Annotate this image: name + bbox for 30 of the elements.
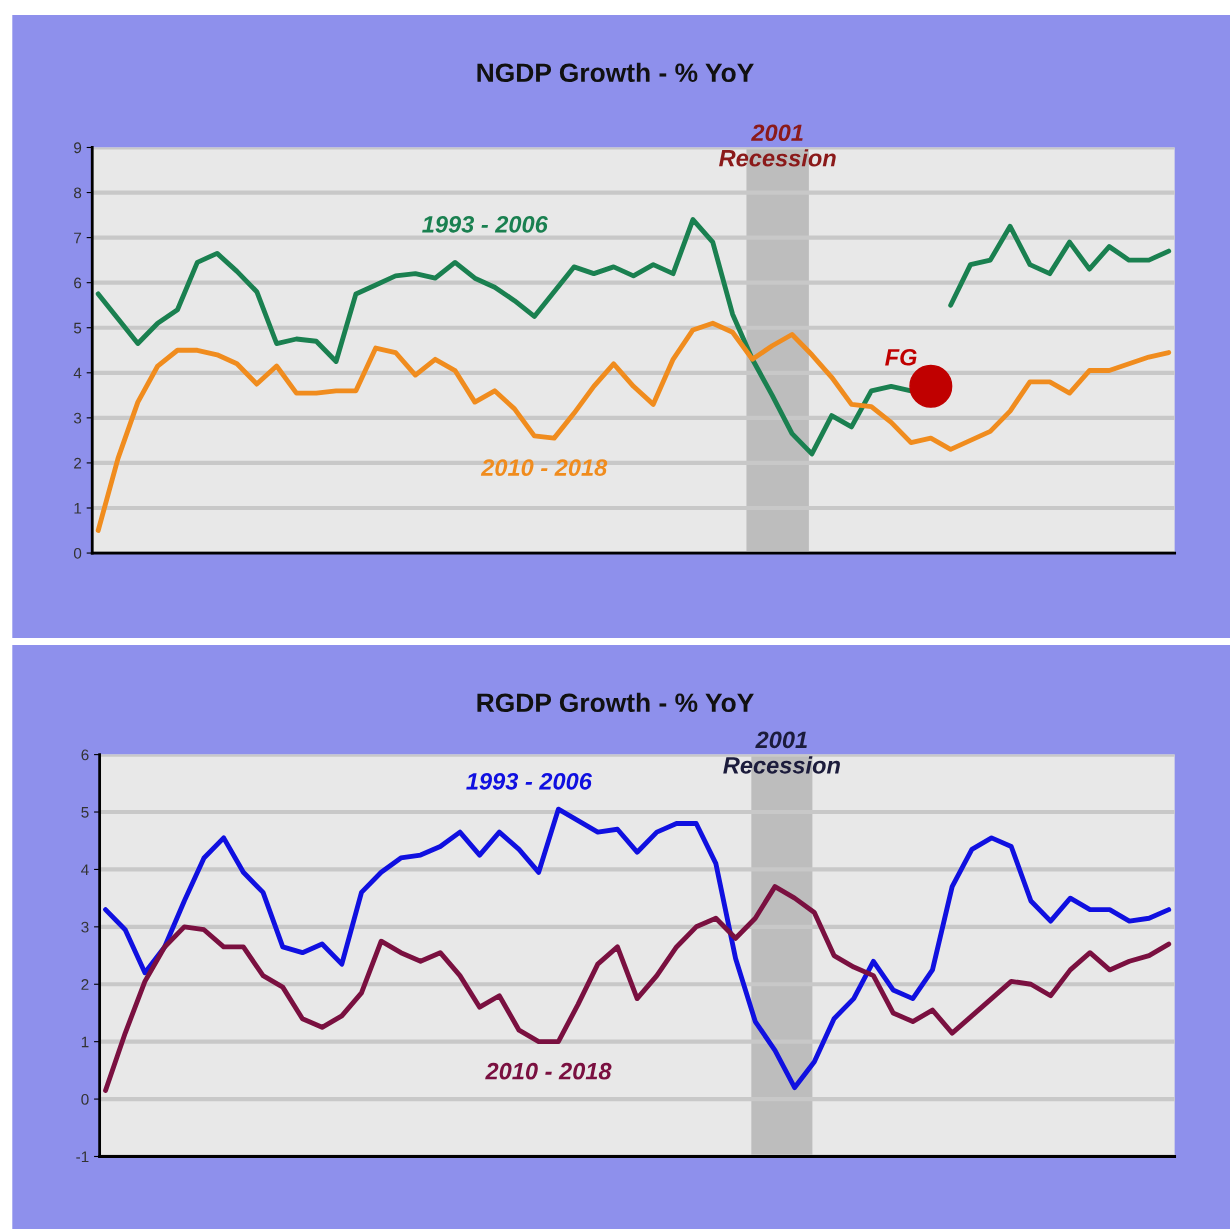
- y-tick-label: 1: [81, 1036, 89, 1048]
- y-tick-label: 8: [74, 187, 82, 199]
- y-tick-label: -1: [76, 1151, 89, 1163]
- y-tick-label: 6: [81, 749, 89, 761]
- y-tick-label: 2: [81, 979, 89, 990]
- y-tick-label: 2: [74, 457, 82, 469]
- series-label: 2010 - 2018: [485, 1062, 612, 1080]
- series-label: 1993 - 2006: [466, 772, 592, 790]
- y-tick-label: 3: [73, 412, 82, 424]
- series-label: 2010 - 2018: [480, 459, 608, 477]
- y-tick-label: 4: [73, 367, 82, 379]
- y-tick-label: 3: [81, 921, 89, 933]
- line-series: [103, 884, 1172, 1093]
- series-label: FG: [885, 348, 917, 366]
- chart-title: NGDP Growth - % YoY: [477, 62, 754, 83]
- annotation: 2001 Recession: [723, 731, 840, 774]
- y-tick-label: 9: [74, 142, 82, 154]
- y-tick-label: 1: [74, 503, 82, 514]
- y-tick-label: 0: [81, 1093, 89, 1105]
- y-tick-label: 5: [81, 807, 89, 818]
- y-tick-label: 7: [74, 232, 82, 244]
- chart-title: RGDP Growth - % YoY: [477, 692, 754, 713]
- series-label: 1993 - 2006: [422, 215, 548, 233]
- line-series: [103, 806, 1172, 1091]
- y-tick-label: 5: [73, 322, 82, 334]
- annotation: 2001 Recession: [719, 124, 836, 167]
- y-tick-label: 4: [81, 864, 89, 875]
- y-tick-label: 6: [74, 277, 82, 289]
- y-tick-label: 0: [73, 547, 82, 559]
- line-series: [95, 320, 1172, 533]
